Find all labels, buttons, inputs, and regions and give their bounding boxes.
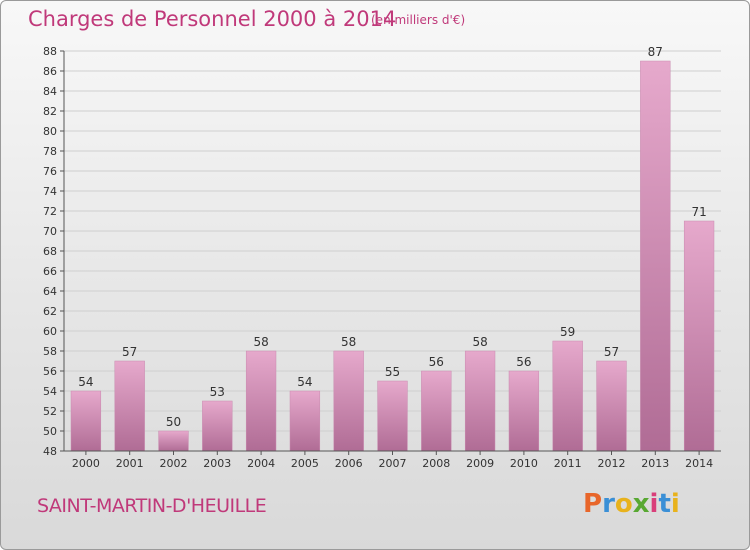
y-tick-label: 72 xyxy=(43,205,57,218)
bar-value-label: 53 xyxy=(210,385,225,399)
x-tick-label: 2001 xyxy=(116,457,144,470)
x-tick-label: 2005 xyxy=(291,457,319,470)
y-tick-label: 86 xyxy=(43,65,57,78)
bar-value-label: 58 xyxy=(472,335,487,349)
bar-value-label: 57 xyxy=(122,345,137,359)
x-tick-label: 2003 xyxy=(203,457,231,470)
y-tick-label: 52 xyxy=(43,405,57,418)
bar-value-label: 57 xyxy=(604,345,619,359)
bar-value-label: 58 xyxy=(341,335,356,349)
x-tick-label: 2007 xyxy=(379,457,407,470)
bars-layer: 54 57 50 53 58 54 58 55 56 58 56 59 57 87 71 xyxy=(70,45,715,452)
y-tick-label: 50 xyxy=(43,425,57,438)
bar xyxy=(508,370,540,452)
bar xyxy=(114,360,145,452)
x-tick-label: 2004 xyxy=(247,457,275,470)
bar-value-label: 54 xyxy=(78,375,93,389)
bar-value-label: 87 xyxy=(648,45,663,59)
bar-value-label: 59 xyxy=(560,325,575,339)
y-tick-label: 78 xyxy=(43,145,57,158)
proxiti-logo[interactable]: Proxiti xyxy=(583,489,680,519)
bar xyxy=(552,340,583,452)
bar-value-label: 56 xyxy=(516,355,531,369)
bar-value-label: 58 xyxy=(253,335,268,349)
x-tick-label: 2006 xyxy=(335,457,363,470)
bar xyxy=(245,350,277,452)
y-tick-label: 64 xyxy=(43,285,57,298)
bar xyxy=(421,370,452,452)
y-tick-label: 82 xyxy=(43,105,57,118)
logo-letter: x xyxy=(632,489,650,519)
y-tick-label: 68 xyxy=(43,245,57,258)
x-tick-label: 2011 xyxy=(554,457,582,470)
x-tick-label: 2008 xyxy=(422,457,450,470)
y-tick-label: 76 xyxy=(43,165,57,178)
bar-value-label: 56 xyxy=(429,355,444,369)
logo-letter: o xyxy=(614,489,633,519)
bar xyxy=(377,380,408,452)
y-tick-label: 48 xyxy=(43,445,57,458)
x-tick-label: 2009 xyxy=(466,457,494,470)
y-tick-label: 88 xyxy=(43,45,57,58)
logo-letter: r xyxy=(602,489,615,519)
axis-layer: 48 50 52 54 56 58 60 62 64 66 68 70 72 74 76 78 80 82 84 86… xyxy=(43,45,721,470)
y-tick-label: 84 xyxy=(43,85,57,98)
x-tick-label: 2012 xyxy=(598,457,626,470)
bar xyxy=(289,390,321,452)
bar xyxy=(596,360,627,452)
bar xyxy=(464,350,496,452)
bar-value-label: 54 xyxy=(297,375,312,389)
logo-letter: P xyxy=(583,489,603,519)
logo-letter: i xyxy=(649,489,659,519)
bar xyxy=(158,430,189,452)
bar xyxy=(202,400,233,452)
y-tick-label: 58 xyxy=(43,345,57,358)
x-tick-label: 2014 xyxy=(685,457,713,470)
y-tick-label: 62 xyxy=(43,305,57,318)
y-tick-label: 66 xyxy=(43,265,57,278)
y-tick-label: 74 xyxy=(43,185,57,198)
bar xyxy=(640,60,671,452)
x-tick-label: 2002 xyxy=(160,457,188,470)
x-tick-label: 2000 xyxy=(72,457,100,470)
y-tick-label: 56 xyxy=(43,365,57,378)
bar xyxy=(333,350,364,452)
chart-title: Charges de Personnel 2000 à 2014 xyxy=(28,7,397,31)
bar xyxy=(683,220,715,452)
chart-subtitle: (en milliers d'€) xyxy=(371,13,466,27)
bar-value-label: 55 xyxy=(385,365,400,379)
y-tick-label: 80 xyxy=(43,125,57,138)
bar-value-label: 71 xyxy=(691,205,706,219)
bar xyxy=(70,390,102,452)
commune-name: SAINT-MARTIN-D'HEUILLE xyxy=(37,495,267,517)
bar-value-label: 50 xyxy=(166,415,181,429)
logo-letter: i xyxy=(670,489,680,519)
x-tick-label: 2013 xyxy=(641,457,669,470)
x-tick-label: 2010 xyxy=(510,457,538,470)
y-tick-label: 60 xyxy=(43,325,57,338)
y-tick-label: 70 xyxy=(43,225,57,238)
y-tick-label: 54 xyxy=(43,385,57,398)
logo-letter: t xyxy=(658,489,671,519)
